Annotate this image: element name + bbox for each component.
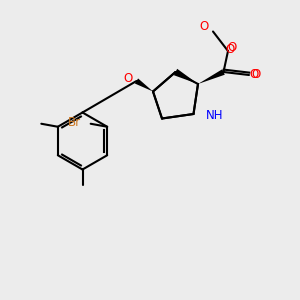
Polygon shape [174, 69, 198, 84]
Polygon shape [135, 79, 153, 92]
Text: Br: Br [68, 116, 81, 129]
Text: O: O [251, 68, 260, 82]
Text: NH: NH [206, 109, 223, 122]
Text: O: O [124, 71, 133, 85]
Text: O: O [250, 68, 259, 81]
Polygon shape [198, 69, 225, 84]
Text: O: O [225, 43, 234, 56]
Text: O: O [228, 41, 237, 54]
Text: O: O [199, 20, 208, 34]
